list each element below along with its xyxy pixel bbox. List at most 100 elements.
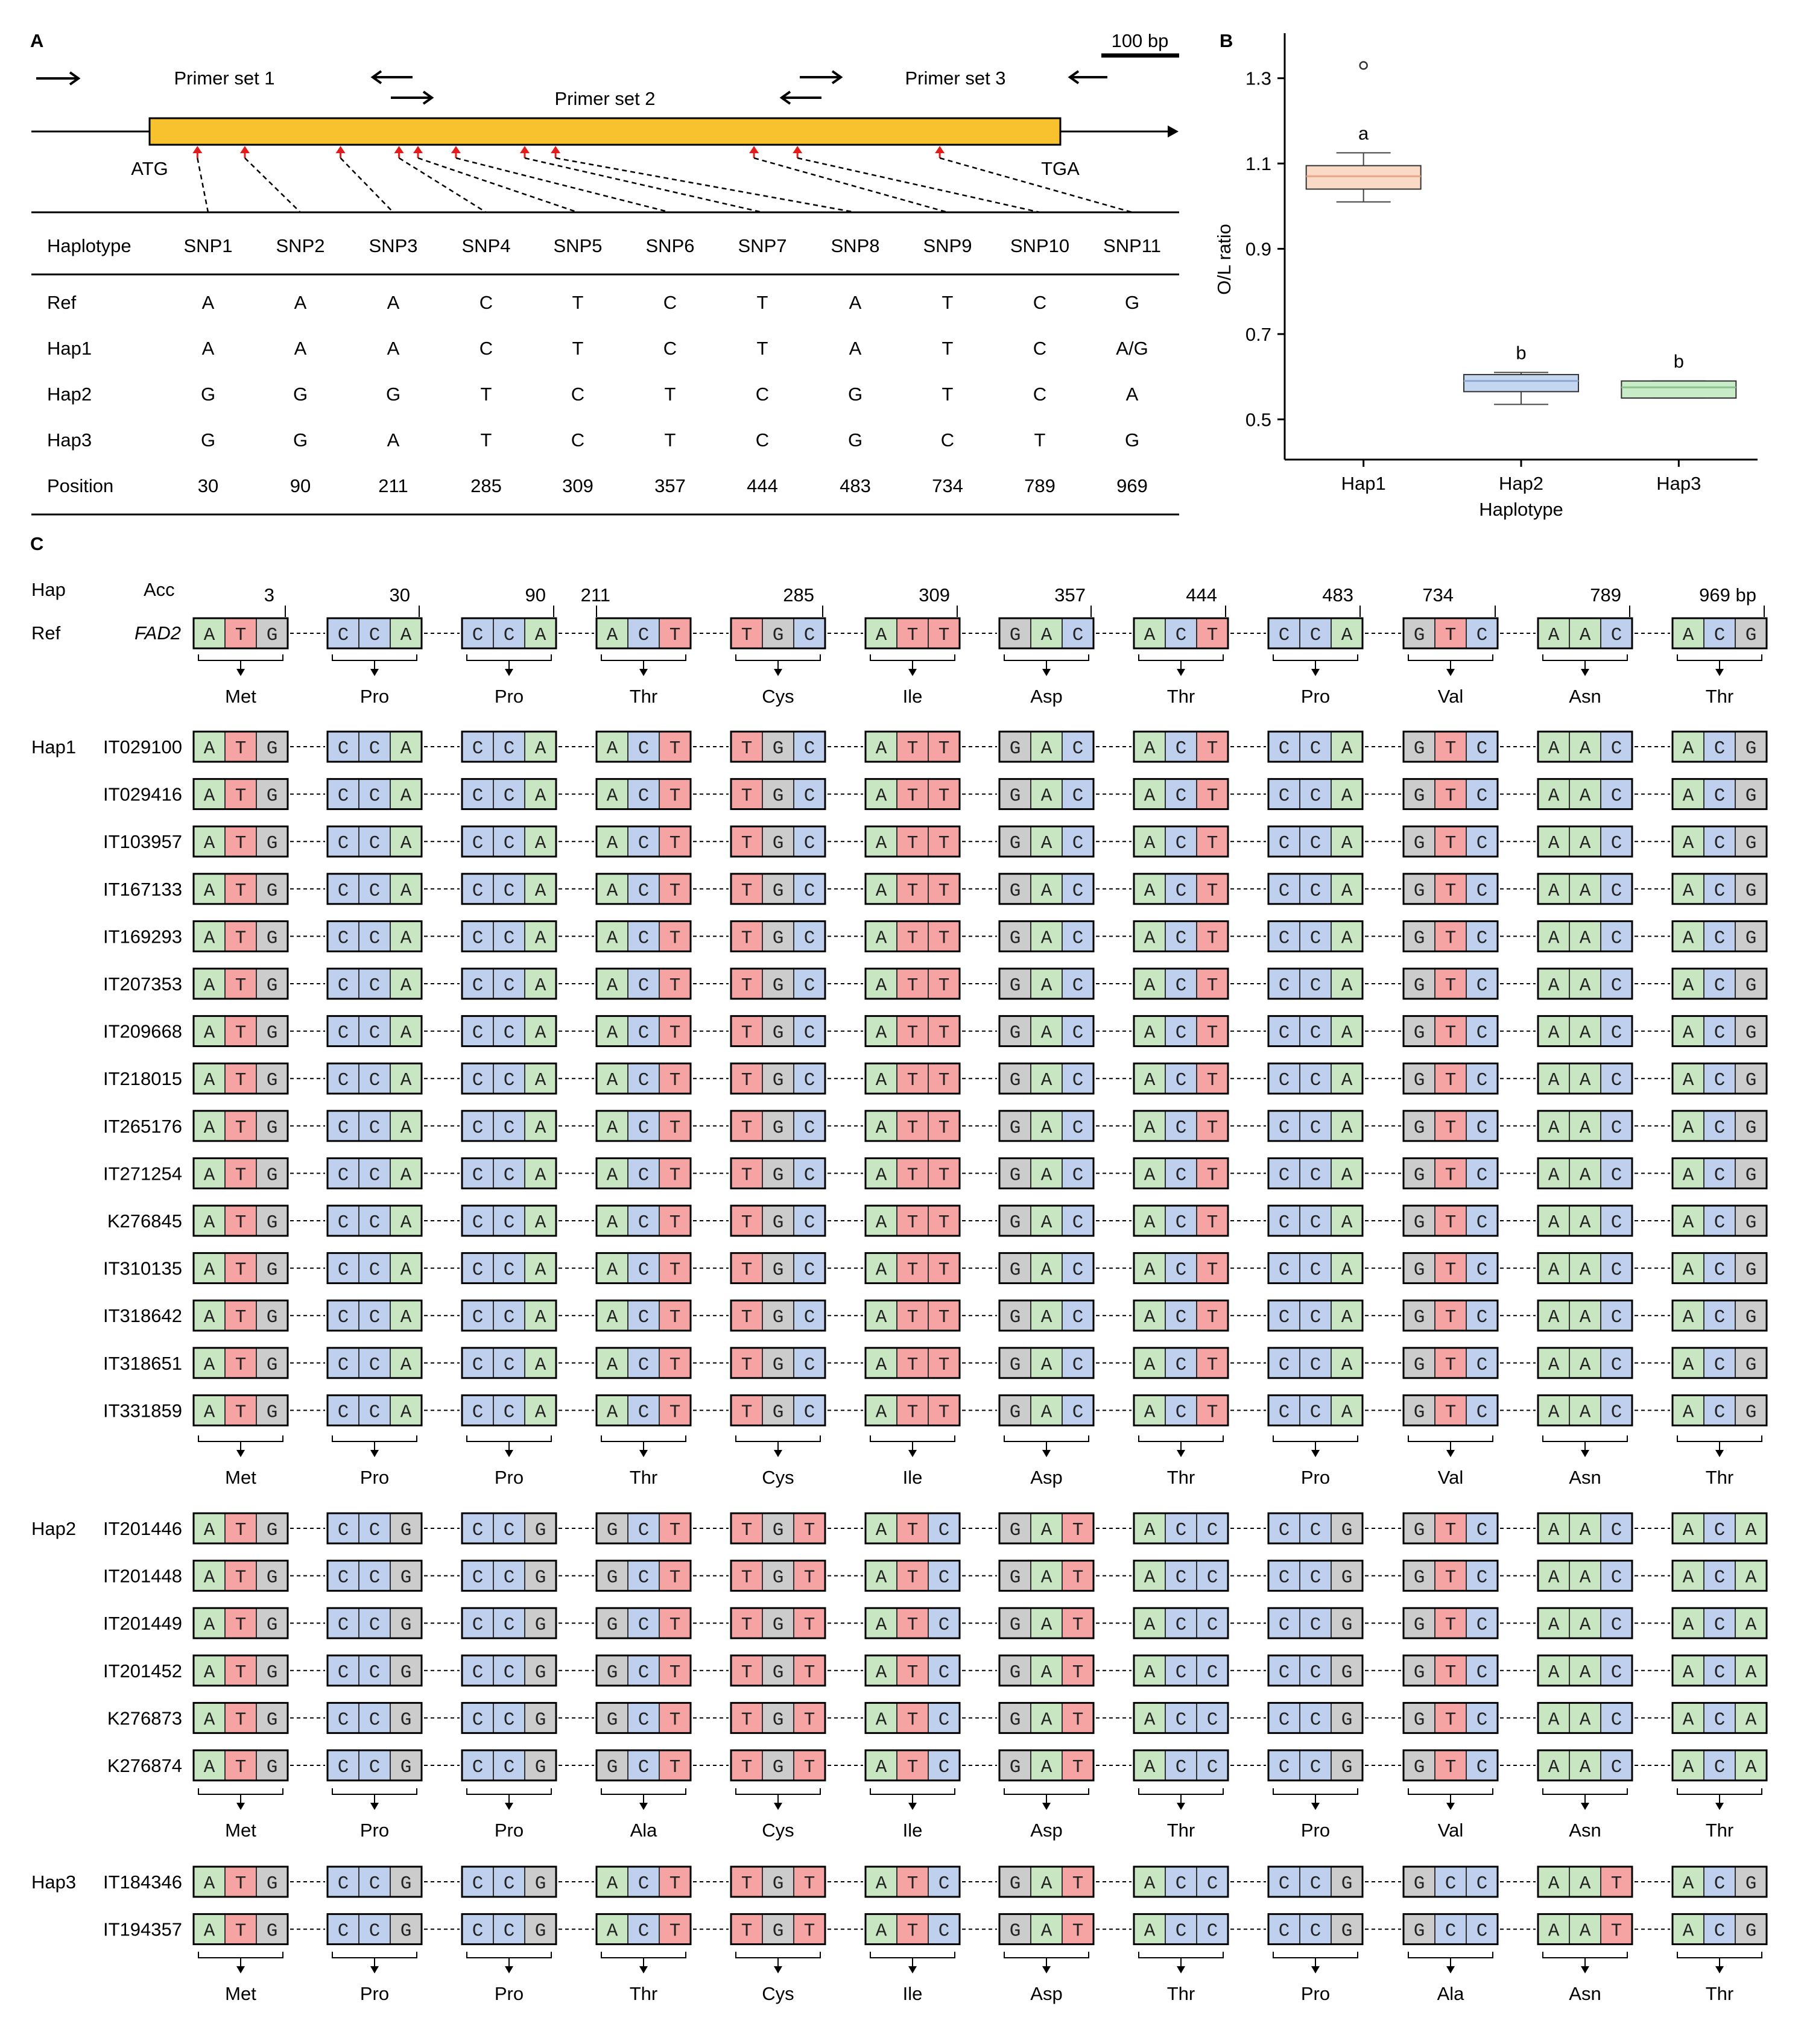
base-letter: T	[907, 928, 919, 949]
codon-bracket	[1408, 1952, 1493, 1958]
codon-box	[1537, 1913, 1633, 1946]
base-cell	[928, 1157, 960, 1189]
base-letter: A	[1144, 1165, 1156, 1186]
base-letter: A	[1041, 1520, 1052, 1541]
codon-box	[1671, 617, 1768, 650]
base-letter: C	[1611, 1355, 1622, 1376]
base-letter: A	[876, 928, 887, 949]
base-letter: T	[741, 1921, 753, 1942]
base-cell	[327, 731, 359, 762]
codon-box	[326, 873, 423, 905]
codon-box	[1671, 1062, 1768, 1095]
codon-box	[1133, 1749, 1229, 1782]
codon-box	[1402, 967, 1499, 1000]
codon-box	[730, 1865, 826, 1898]
base-letter: A	[876, 738, 887, 759]
base-cell	[1331, 1560, 1363, 1592]
base-letter: T	[669, 975, 681, 996]
base-letter: T	[1445, 1615, 1457, 1636]
base-letter: C	[369, 1023, 381, 1044]
base-letter: C	[638, 1070, 650, 1091]
base-letter: G	[1010, 1568, 1021, 1589]
base-letter: A	[876, 1355, 887, 1376]
base-letter: C	[1476, 1023, 1488, 1044]
base-cell	[865, 1300, 897, 1332]
base-letter: G	[1010, 1307, 1021, 1328]
position-label: 483	[1322, 584, 1353, 606]
codon-alignment: 3 30 90 211 285 309 357 444 483 734 789 969 bpA T G C C…	[31, 584, 1768, 2004]
base-letter: T	[1445, 975, 1457, 996]
base-letter: C	[1176, 1568, 1187, 1589]
base-letter: C	[369, 1921, 381, 1942]
base-cell	[461, 1750, 494, 1781]
snp-table-cell: 734	[932, 475, 963, 496]
base-letter: T	[1207, 928, 1218, 949]
base-letter: C	[1279, 1709, 1290, 1730]
amino-acid-label: Thr	[1167, 686, 1195, 707]
base-letter: A	[1144, 1709, 1156, 1730]
codon-box	[1671, 1110, 1768, 1142]
base-letter: G	[1414, 738, 1425, 759]
base-cell	[1569, 1110, 1601, 1142]
accession-label: IT184346	[103, 1872, 182, 1893]
base-letter: A	[1683, 1165, 1694, 1186]
base-letter: C	[638, 1921, 650, 1942]
base-letter: C	[1310, 928, 1321, 949]
base-cell	[896, 1110, 929, 1142]
codon-box	[1537, 1607, 1633, 1639]
fad2-gene-box	[148, 117, 1062, 146]
base-letter: C	[369, 1165, 381, 1186]
snp-marker-arrow	[413, 146, 423, 153]
base-letter: G	[607, 1520, 618, 1541]
base-letter: A	[1041, 625, 1052, 646]
base-letter: T	[669, 1118, 681, 1139]
codon-box	[326, 1560, 423, 1592]
codon-box	[1671, 1654, 1768, 1687]
base-letter: A	[1580, 833, 1591, 854]
codon-box	[1671, 1015, 1768, 1048]
base-letter: T	[907, 1023, 919, 1044]
base-letter: T	[669, 1307, 681, 1328]
base-letter: C	[638, 1307, 650, 1328]
base-letter: T	[907, 881, 919, 902]
base-cell	[896, 1252, 929, 1284]
base-letter: C	[804, 1165, 815, 1186]
base-letter: G	[267, 1757, 278, 1778]
base-cell	[627, 778, 660, 810]
codon-box	[461, 1252, 557, 1285]
codon-box	[1671, 1607, 1768, 1639]
codon-bracket	[870, 1952, 955, 1958]
base-letter: C	[1611, 738, 1622, 759]
base-letter: C	[504, 1568, 515, 1589]
amino-acid-label: Met	[225, 1820, 256, 1841]
base-letter: A	[607, 1023, 618, 1044]
panel-label-a: A	[30, 30, 43, 51]
base-letter: G	[773, 881, 784, 902]
codon-box	[595, 1299, 692, 1332]
codon-box	[192, 730, 289, 763]
base-letter: G	[267, 1212, 278, 1233]
amino-acid-label: Cys	[762, 1820, 794, 1841]
base-letter: G	[535, 1709, 546, 1730]
snp-table-cell: A	[202, 292, 215, 313]
codon-box	[192, 778, 289, 811]
base-letter: G	[400, 1709, 412, 1730]
base-letter: C	[804, 1118, 815, 1139]
codon-bracket	[1138, 1952, 1224, 1958]
codon-bracket	[1004, 1435, 1089, 1442]
translation-arrowhead	[639, 1450, 648, 1457]
accession-label: IT331859	[103, 1400, 182, 1421]
codon-bracket	[1004, 1788, 1089, 1795]
position-label: 444	[1186, 584, 1217, 606]
base-letter: C	[1310, 1921, 1321, 1942]
base-cell	[256, 1252, 288, 1284]
base-letter: C	[1279, 1873, 1290, 1894]
base-letter: C	[1072, 1023, 1084, 1044]
base-letter: C	[1476, 1307, 1488, 1328]
base-letter: G	[1414, 1355, 1425, 1376]
translation-arrowhead	[1715, 1803, 1724, 1810]
base-cell	[762, 920, 794, 952]
base-letter: T	[669, 1709, 681, 1730]
